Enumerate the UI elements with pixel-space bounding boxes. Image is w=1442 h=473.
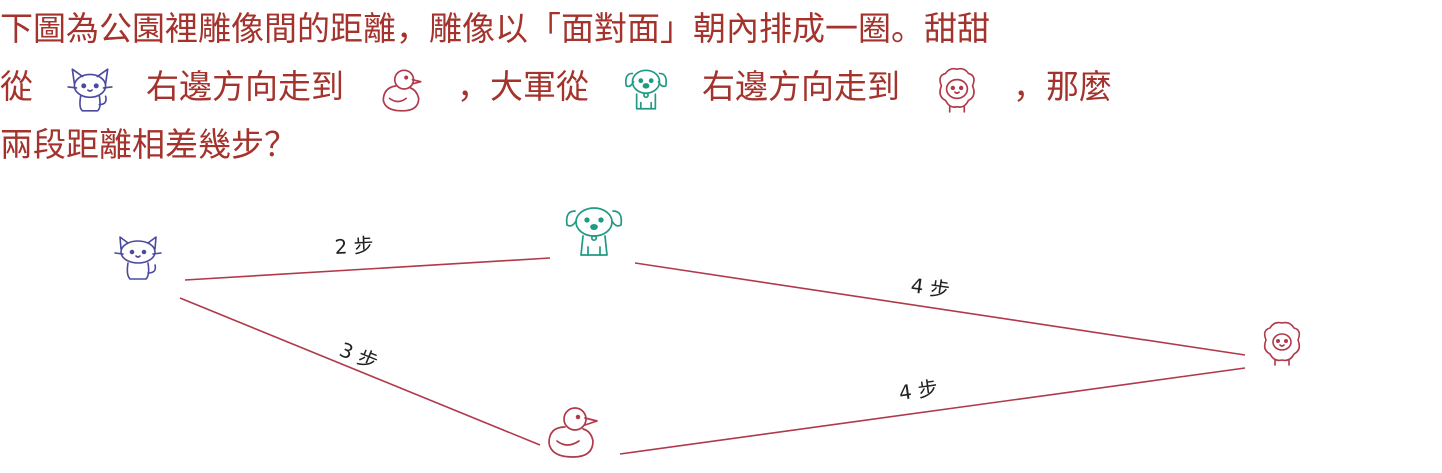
question-line-2: 從 右邊方向走到 (0, 58, 1112, 116)
statue-distance-diagram: 2 步 4 步 3 步 4 步 (114, 207, 1301, 458)
question-line-2-part-c: ，大軍從 (457, 67, 589, 106)
duck-icon (548, 407, 598, 458)
edge-label-cat-dog: 2 步 (334, 233, 374, 259)
edge-dog-sheep (634, 262, 1246, 356)
dog-icon (565, 207, 623, 256)
duck-icon (381, 68, 422, 112)
sheep-icon (1263, 321, 1301, 366)
question-line-2-part-a: 從 (0, 67, 33, 106)
question-line-2-part-d: 右邊方向走到 (702, 67, 900, 106)
edge-cat-dog (184, 257, 551, 281)
edge-label-dog-sheep: 4 步 (909, 273, 951, 302)
question-line-2-part-e: ，那麼 (1013, 67, 1112, 106)
dog-icon (624, 68, 667, 110)
question-line-3-part-a: 兩段距離相差幾步？ (0, 125, 297, 164)
sheep-icon (938, 67, 975, 113)
question-line-1-part-a: 下圖為公園裡雕像間的距離 (0, 9, 396, 48)
edge-duck-sheep (619, 367, 1246, 455)
edge-label-duck-sheep: 4 步 (897, 376, 939, 405)
edge-label-cat-duck: 3 步 (336, 337, 381, 374)
question-line-3: 兩段距離相差幾步？ (0, 116, 297, 174)
cat-icon (114, 236, 162, 280)
question-line-2-part-b: 右邊方向走到 (146, 67, 344, 106)
question-line-1-part-b: ，雕像以「面對面」朝內排成一圈。甜甜 (396, 9, 990, 48)
edge-cat-duck (179, 297, 541, 446)
question-line-1: 下圖為公園裡雕像間的距離，雕像以「面對面」朝內排成一圈。甜甜 (0, 0, 990, 58)
cat-icon (66, 67, 113, 112)
